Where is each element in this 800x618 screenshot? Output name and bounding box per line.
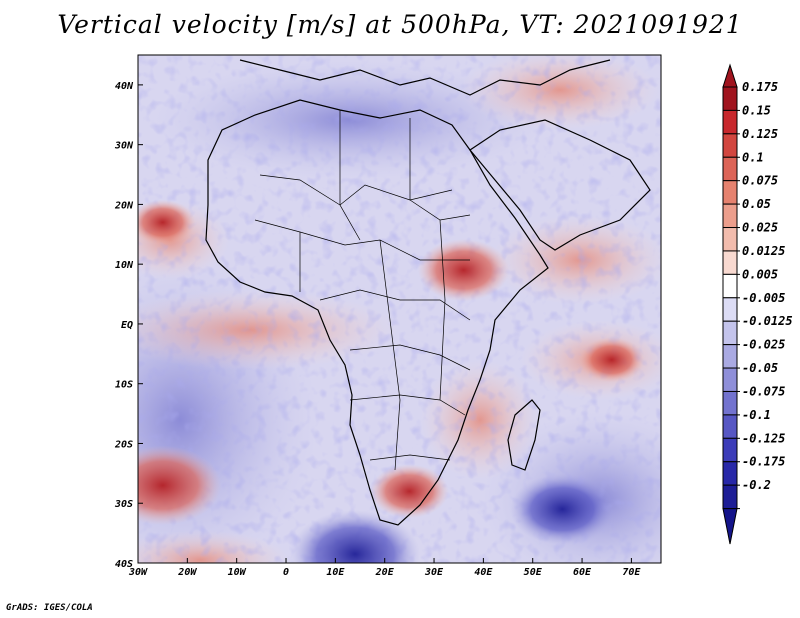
x-tick-label: 30W <box>128 567 148 578</box>
x-axis: 30W 20W 10W 0 10E 20E 30E 40E 50E 60E 70E <box>128 558 641 578</box>
x-tick-label: 20W <box>177 567 197 578</box>
colorbar-label: 0.005 <box>742 267 778 281</box>
colorbar-label: -0.005 <box>742 291 785 305</box>
x-tick-label: 60E <box>573 567 592 578</box>
europe-coastline <box>239 59 611 96</box>
x-tick-label: 10W <box>228 567 247 578</box>
country-borders <box>254 110 471 471</box>
colorbar-label: 0.075 <box>742 174 778 188</box>
x-tick-label: 50E <box>524 567 543 578</box>
y-tick-label: 30N <box>114 141 134 152</box>
colorbar: 0.175 0.15 0.125 0.1 0.075 0.05 0.025 0.0125 0.0… <box>722 63 793 545</box>
y-tick-label: 10N <box>115 260 134 271</box>
x-tick-label: 30E <box>424 567 444 578</box>
colorbar-label: -0.0125 <box>742 314 793 328</box>
colorbar-swatch <box>722 297 738 322</box>
y-tick-label: EQ <box>121 320 133 331</box>
updraft-southern-africa <box>370 464 449 519</box>
colorbar-label: -0.125 <box>742 431 785 445</box>
colorbar-swatch <box>722 133 738 158</box>
strong-downdraft-southafrica-sea <box>290 510 421 563</box>
colorbar-label: 0.175 <box>742 80 778 94</box>
madagascar-coastline <box>507 399 541 471</box>
colorbar-swatch <box>722 227 738 252</box>
updraft-ethiopia <box>417 239 510 302</box>
colorbar-label: -0.025 <box>742 338 785 352</box>
colorbar-label: 0.125 <box>742 127 778 141</box>
colorbar-label: -0.2 <box>742 478 771 492</box>
chart-title: Vertical velocity [m/s] at 500hPa, VT: 2… <box>57 10 743 39</box>
colorbar-swatch <box>722 320 738 346</box>
y-tick-label: 30S <box>114 499 133 510</box>
colorbar-swatch <box>722 250 738 275</box>
y-tick-label: 40S <box>115 559 133 570</box>
colorbar-label: 0.05 <box>742 197 771 211</box>
colorbar-swatch <box>722 203 738 229</box>
colorbar-swatch <box>722 414 738 439</box>
colorbar-swatch <box>722 344 738 369</box>
x-tick-label: 70E <box>622 567 641 578</box>
colorbar-swatch <box>722 461 738 486</box>
colorbar-label: 0.025 <box>742 221 778 235</box>
x-tick-label: 40E <box>474 567 493 578</box>
y-tick-label: 10S <box>115 380 133 391</box>
coastlines <box>205 59 651 526</box>
colorbar-swatch <box>722 86 738 111</box>
grads-credit: GrADS: IGES/COLA <box>6 603 93 613</box>
colorbar-swatch <box>722 390 738 416</box>
colorbar-label: 0.0125 <box>742 244 785 258</box>
colorbar-swatch <box>722 484 738 510</box>
colorbar-top-arrow <box>722 63 738 88</box>
colorbar-label: 0.1 <box>742 150 764 164</box>
x-tick-label: 0 <box>283 567 289 578</box>
updraft-itcz-atlantic <box>138 199 196 245</box>
colorbar-label: -0.075 <box>742 384 785 398</box>
colorbar-label: -0.1 <box>742 408 771 422</box>
colorbar-label: 0.15 <box>742 103 771 117</box>
y-tick-label: 20N <box>114 200 134 211</box>
y-tick-label: 40N <box>115 81 134 92</box>
africa-coastline <box>205 99 549 526</box>
colorbar-label: -0.05 <box>742 361 778 375</box>
strong-downdraft-indianocean <box>510 473 615 545</box>
plot-frame <box>137 54 662 564</box>
colorbar-label: -0.175 <box>742 455 785 469</box>
colorbar-swatch <box>722 437 738 463</box>
strong-updraft-southatlantic <box>138 445 222 526</box>
updraft-indianocean <box>578 337 645 383</box>
arabia-coastline <box>469 119 651 251</box>
y-axis: 40N 30N 20N 10N EQ 10S 20S 30S 40S <box>114 81 143 570</box>
velocity-field <box>138 55 661 563</box>
colorbar-swatch <box>722 156 738 182</box>
y-tick-label: 20S <box>114 439 133 450</box>
x-tick-label: 20E <box>375 567 395 578</box>
colorbar-swatch <box>722 367 738 392</box>
colorbar-swatch <box>722 180 738 205</box>
colorbar-swatch <box>722 109 738 135</box>
colorbar-swatch <box>722 273 738 299</box>
colorbar-bottom-arrow <box>722 508 738 545</box>
x-tick-label: 10E <box>326 567 345 578</box>
